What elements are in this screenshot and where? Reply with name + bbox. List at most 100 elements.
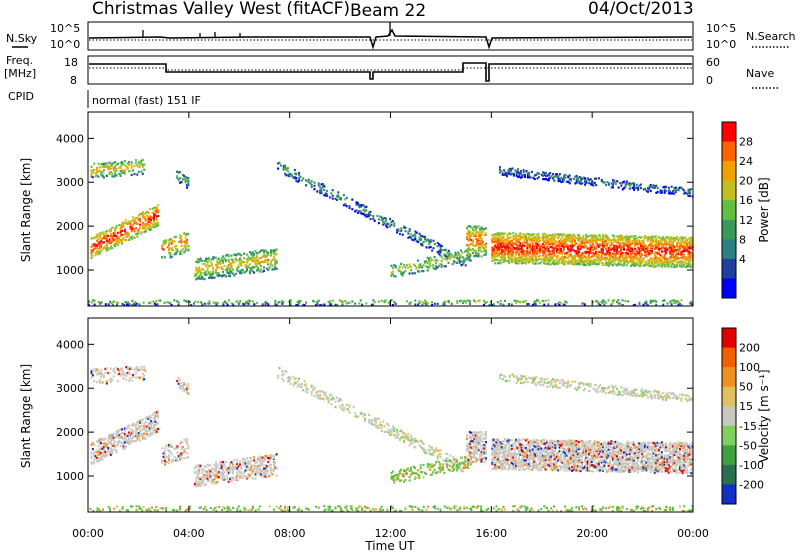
scatter-cell (600, 262, 603, 265)
scatter-cell (114, 174, 117, 177)
scatter-cell (484, 251, 487, 254)
scatter-cell (264, 454, 267, 458)
scatter-cell (96, 247, 99, 250)
scatter-cell (642, 264, 645, 267)
scatter-cell (119, 234, 122, 237)
scatter-cell (533, 259, 536, 262)
scatter-cell (614, 252, 617, 255)
scatter-cell (557, 252, 560, 255)
scatter-cell (365, 302, 368, 305)
scatter-cell (233, 274, 236, 277)
scatter-cell (462, 261, 465, 264)
scatter-cell (320, 190, 323, 193)
scatter-cell (101, 447, 104, 450)
scatter-cell (114, 234, 117, 238)
scatter-cell (578, 176, 581, 179)
scatter-cell (215, 470, 217, 473)
scatter-cell (147, 415, 150, 418)
scatter-cell (105, 242, 108, 245)
scatter-cell (457, 251, 460, 254)
scatter-cell (222, 477, 225, 480)
scatter-cell (270, 260, 272, 263)
scatter-cell (98, 166, 101, 169)
scatter-cell (562, 248, 565, 251)
scatter-cell (118, 441, 121, 444)
scatter-cell (286, 167, 289, 170)
scatter-cell (293, 381, 296, 384)
scatter-cell (652, 186, 655, 189)
scatter-cell (468, 259, 471, 262)
scatter-cell (208, 302, 211, 305)
scatter-cell (469, 253, 471, 256)
scatter-cell (201, 302, 204, 305)
scatter-cell (467, 230, 470, 233)
scatter-cell (628, 184, 631, 187)
scatter-cell (443, 303, 446, 306)
scatter-cell (557, 244, 560, 247)
scatter-cell (177, 171, 180, 174)
scatter-cell (564, 176, 567, 179)
scatter-cell (644, 188, 647, 191)
scatter-cell (247, 264, 250, 267)
scatter-cell (568, 174, 571, 177)
scatter-cell (229, 274, 232, 278)
scatter-cell (206, 263, 209, 266)
scatter-cell (630, 264, 632, 267)
scatter-cell (125, 219, 128, 222)
scatter-cell (537, 238, 540, 241)
scatter-cell (253, 467, 256, 470)
scatter-cell (466, 236, 469, 239)
scatter-cell (93, 458, 96, 462)
scatter-cell (319, 393, 322, 397)
scatter-cell (355, 415, 358, 418)
scatter-cell (316, 190, 319, 193)
scatter-cell (215, 301, 218, 304)
scatter-cell (440, 249, 443, 252)
scatter-cell (208, 276, 210, 279)
scatter-cell (210, 474, 213, 477)
scatter-cell (220, 467, 223, 470)
scatter-cell (655, 247, 658, 250)
scatter-cell (439, 249, 442, 252)
scatter-cell (243, 464, 246, 467)
scatter-cell (659, 254, 662, 257)
scatter-cell (165, 241, 168, 244)
scatter-cell (571, 241, 574, 244)
scatter-cell (94, 236, 97, 239)
scatter-cell (642, 257, 645, 260)
scatter-cell (391, 425, 394, 428)
scatter-cell (603, 242, 606, 245)
scatter-cell (226, 466, 229, 469)
scatter-cell (263, 250, 265, 253)
scatter-cell (91, 250, 94, 253)
scatter-cell (351, 300, 354, 303)
scatter-cell (471, 435, 474, 438)
scatter-cell (372, 303, 375, 306)
scatter-cell (267, 475, 270, 478)
scatter-cell (680, 186, 683, 189)
scatter-cell (161, 247, 164, 250)
scatter-cell (575, 242, 578, 245)
scatter-cell (320, 397, 323, 400)
scatter-cell (610, 243, 613, 246)
scatter-cell (599, 259, 602, 262)
scatter-cell (527, 257, 530, 260)
scatter-cell (222, 302, 225, 305)
scatter-cell (274, 302, 277, 305)
scatter-cell (232, 303, 235, 306)
scatter-cell (473, 244, 476, 247)
scatter-cell (213, 276, 216, 279)
scatter-cell (115, 444, 118, 447)
scatter-cell (208, 464, 210, 467)
scatter-cell (687, 253, 690, 256)
scatter-cell (451, 465, 454, 469)
scatter-cell (623, 262, 625, 265)
scatter-cell (669, 236, 672, 239)
scatter-cell (524, 173, 526, 176)
scatter-cell (363, 214, 366, 217)
scatter-cell (257, 258, 260, 261)
scatter-cell (544, 239, 547, 242)
scatter-cell (683, 248, 686, 251)
scatter-cell (617, 241, 620, 244)
